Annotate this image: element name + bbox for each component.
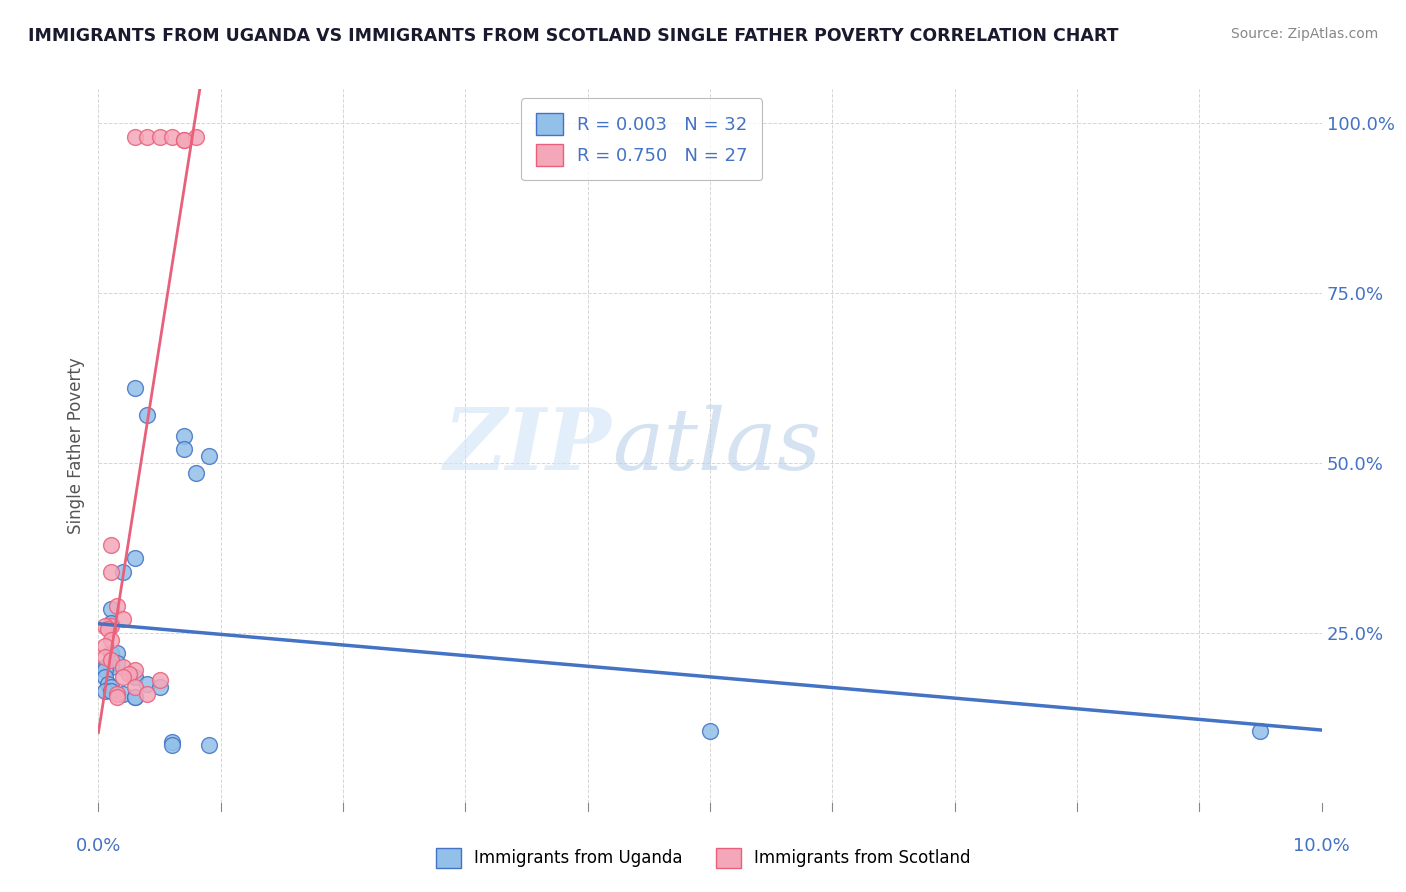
Point [124, 551, 146, 566]
Text: IMMIGRANTS FROM UGANDA VS IMMIGRANTS FROM SCOTLAND SINGLE FATHER POVERTY CORRELA: IMMIGRANTS FROM UGANDA VS IMMIGRANTS FRO… [28, 27, 1119, 45]
Point [105, 646, 128, 660]
Point [149, 129, 172, 144]
Point [149, 673, 172, 688]
Point [100, 632, 122, 647]
Point [118, 666, 141, 681]
Point [124, 670, 146, 684]
Point [100, 537, 122, 551]
Text: 10.0%: 10.0% [1294, 837, 1350, 855]
Point [105, 599, 128, 613]
Point [111, 670, 134, 684]
Point [173, 133, 195, 147]
Point [93, 619, 115, 633]
Point [699, 724, 721, 739]
Point [100, 565, 122, 579]
Point [136, 129, 159, 144]
Point [100, 602, 122, 616]
Point [197, 738, 219, 752]
Point [1249, 724, 1271, 739]
Point [124, 129, 146, 144]
Legend: R = 0.003   N = 32, R = 0.750   N = 27: R = 0.003 N = 32, R = 0.750 N = 27 [522, 98, 762, 180]
Point [93, 663, 115, 677]
Text: 0.0%: 0.0% [76, 837, 121, 855]
Point [100, 660, 122, 674]
Text: Source: ZipAtlas.com: Source: ZipAtlas.com [1230, 27, 1378, 41]
Point [136, 409, 159, 423]
Point [111, 612, 134, 626]
Point [136, 677, 159, 691]
Point [93, 640, 115, 654]
Point [100, 653, 122, 667]
Text: atlas: atlas [612, 405, 821, 487]
Point [173, 133, 195, 147]
Point [136, 687, 159, 701]
Point [173, 442, 195, 457]
Point [149, 680, 172, 694]
Point [93, 683, 115, 698]
Point [105, 690, 128, 705]
Point [100, 683, 122, 698]
Point [124, 680, 146, 694]
Point [111, 687, 134, 701]
Point [160, 129, 183, 144]
Point [93, 649, 115, 664]
Point [160, 738, 183, 752]
Point [111, 660, 134, 674]
Point [124, 381, 146, 395]
Point [97, 623, 120, 637]
Point [100, 646, 122, 660]
Point [111, 565, 134, 579]
Point [160, 734, 183, 748]
Point [97, 677, 120, 691]
Point [93, 670, 115, 684]
Point [105, 687, 128, 701]
Legend: Immigrants from Uganda, Immigrants from Scotland: Immigrants from Uganda, Immigrants from … [429, 841, 977, 875]
Point [186, 466, 208, 480]
Point [100, 619, 122, 633]
Text: ZIP: ZIP [444, 404, 612, 488]
Point [100, 615, 122, 630]
Point [124, 663, 146, 677]
Y-axis label: Single Father Poverty: Single Father Poverty [67, 358, 86, 534]
Point [173, 429, 195, 443]
Point [124, 690, 146, 705]
Point [197, 449, 219, 463]
Point [100, 680, 122, 694]
Point [93, 660, 115, 674]
Point [186, 129, 208, 144]
Point [124, 690, 146, 705]
Point [105, 657, 128, 671]
